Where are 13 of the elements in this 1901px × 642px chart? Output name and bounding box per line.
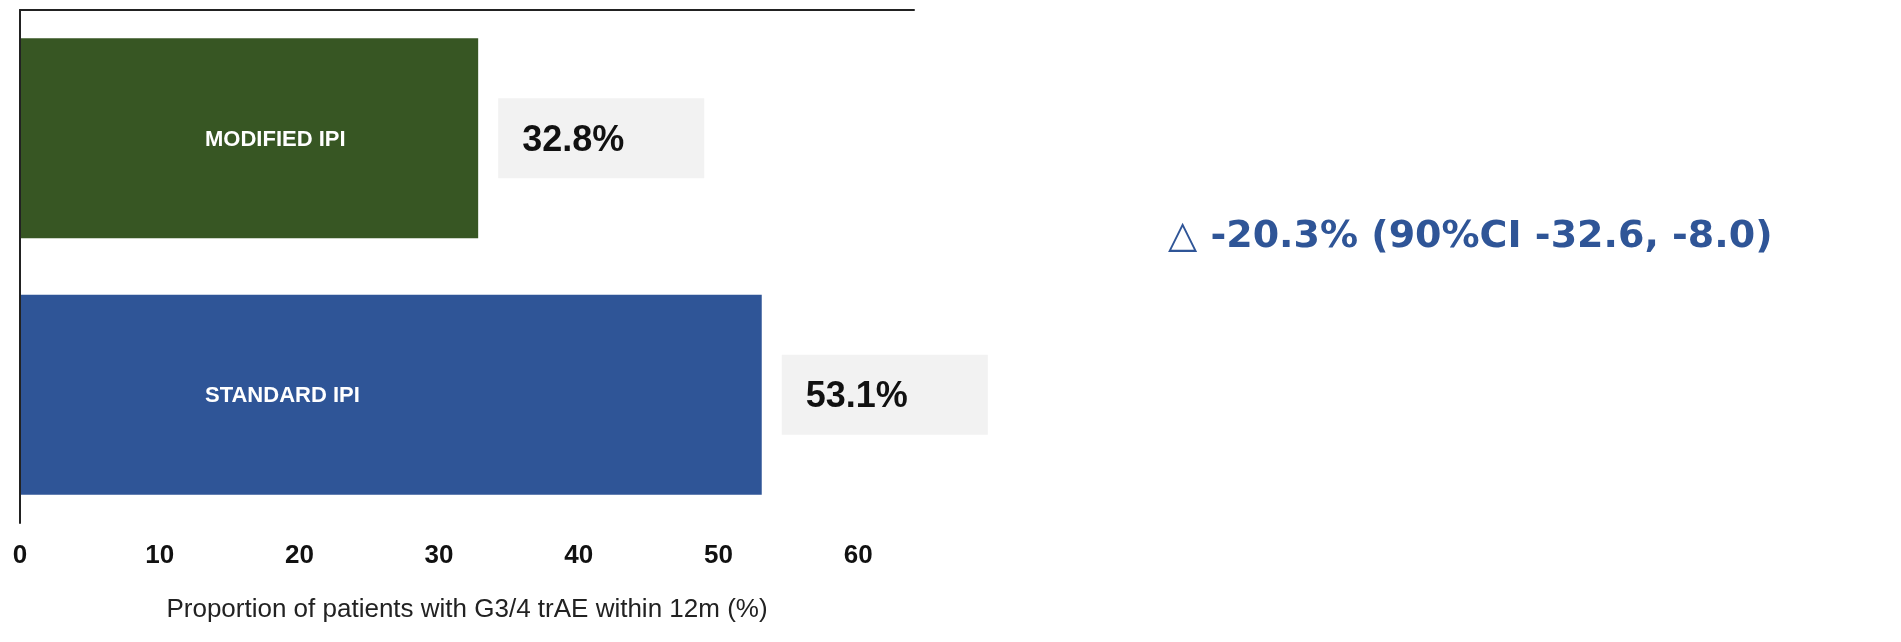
x-tick-label: 30 xyxy=(424,539,454,569)
x-tick-label: 20 xyxy=(284,539,314,569)
x-tick-label: 10 xyxy=(145,539,175,569)
data-label: 32.8% xyxy=(522,117,625,159)
x-tick-label: 60 xyxy=(843,539,873,569)
data-label: 53.1% xyxy=(805,374,908,416)
x-tick-label: 40 xyxy=(564,539,594,569)
x-tick-label: 50 xyxy=(703,539,733,569)
text: △ -20.3% (90%CI -32.6, -8.0) xyxy=(1168,212,1773,256)
x-axis-title: Proportion of patients with G3/4 trAE within 12m (%) xyxy=(166,593,768,623)
y-tick-label: STANDARD IPI xyxy=(205,382,360,408)
x-tick-label: 0 xyxy=(12,539,28,569)
y-tick-label: MODIFIED IPI xyxy=(205,125,346,151)
